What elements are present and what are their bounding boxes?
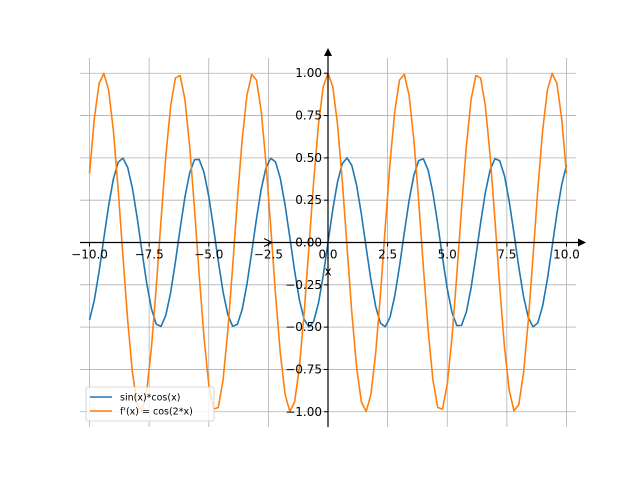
- x-tick-label: −2.5: [254, 248, 283, 262]
- y-tick-label: −0.25: [285, 278, 322, 292]
- axes: [80, 48, 586, 427]
- x-tick-label: 10.0: [553, 248, 580, 262]
- x-tick-label: −7.5: [135, 248, 164, 262]
- legend-box: [85, 386, 215, 422]
- x-axis-marker-icon: [263, 238, 274, 247]
- x-tick-label: 2.5: [378, 248, 397, 262]
- legend: sin(x)*cos(x) f'(x) = cos(2*x): [85, 386, 215, 422]
- x-axis-arrow-icon: [578, 238, 586, 247]
- x-axis-label: x: [324, 265, 331, 279]
- ticks: −10.0 −7.5 −5.0 −2.5 0.0 2.5 5.0 7.5 10.0 1.00 0.7…: [71, 66, 580, 419]
- y-axis-arrow-icon: [324, 48, 332, 56]
- y-tick-label: −0.75: [285, 362, 322, 376]
- y-tick-label: 0.00: [295, 236, 322, 250]
- y-tick-label: 0.50: [295, 151, 322, 165]
- legend-label-2: f'(x) = cos(2*x): [120, 407, 193, 418]
- x-tick-label: 5.0: [438, 248, 457, 262]
- y-tick-label: 0.25: [295, 193, 322, 207]
- x-tick-label: 0.0: [318, 248, 337, 262]
- x-tick-label: −5.0: [194, 248, 223, 262]
- y-tick-label: 1.00: [295, 66, 322, 80]
- y-tick-label: −1.00: [285, 405, 322, 419]
- y-tick-label: −0.50: [285, 320, 322, 334]
- y-tick-label: 0.75: [295, 109, 322, 123]
- x-tick-label: −10.0: [71, 248, 108, 262]
- x-tick-label: 7.5: [497, 248, 516, 262]
- legend-label-1: sin(x)*cos(x): [120, 393, 180, 404]
